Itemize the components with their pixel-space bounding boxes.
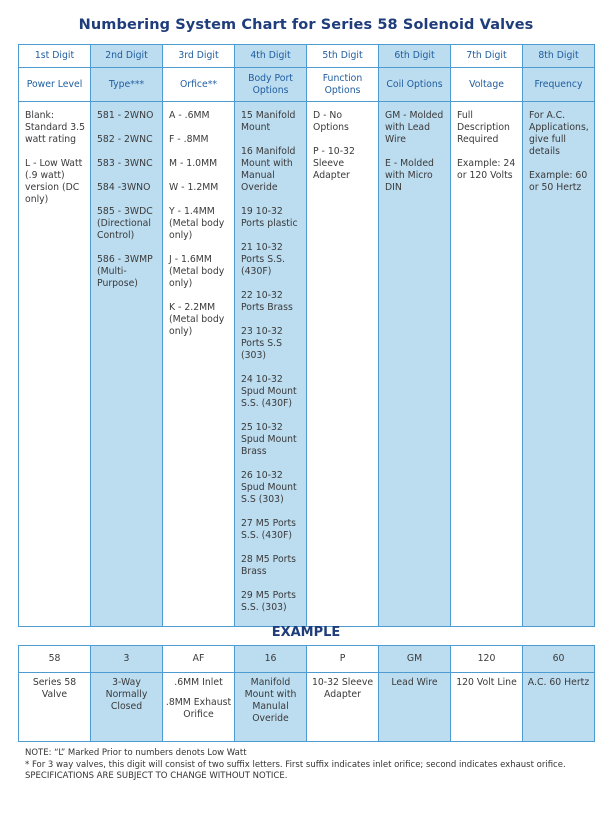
digit-header-1: 1st Digit [18,44,91,68]
option-item: D - No Options [313,110,349,133]
column-label-3: Orfice** [162,67,235,102]
example-desc-8: A.C. 60 Hertz [522,672,595,742]
label-row: Power Level Type*** Orfice** Body Port O… [18,67,595,102]
option-item: Example: 60 or 50 Hertz [529,170,588,193]
option-item: 584 -3WNO [97,182,151,193]
example-title: EXAMPLE [271,625,341,640]
digit-header-3: 3rd Digit [162,44,235,68]
option-item: 19 10-32 Ports plastic [241,206,298,229]
note-low-watt: NOTE: “L” Marked Prior to numbers denots… [25,748,247,758]
option-item: 16 Manifold Mount with Manual Overide [241,146,296,193]
example-desc-1: Series 58 Valve [18,672,91,742]
option-item: K - 2.2MM (Metal body only) [169,302,225,337]
example-description-line: A.C. 60 Hertz [527,677,590,688]
option-item: F - .8MM [169,134,209,145]
option-item: Y - 1.4MM (Metal body only) [169,206,225,241]
options-cell-1: Blank: Standard 3.5 watt rating L - Low W… [18,101,91,627]
digit-header-4: 4th Digit [234,44,307,68]
example-desc-4: Manifold Mount with Manulal Overide [234,672,307,742]
example-desc-5: 10-32 Sleeve Adapter [306,672,379,742]
options-cell-8: For A.C. Applications, give full details… [522,101,595,627]
option-item: 29 M5 Ports S.S. (303) [241,590,296,613]
option-item: 26 10-32 Spud Mount S.S (303) [241,470,297,505]
options-cell-4: 15 Manifold Mount 16 Manifold Mount with … [234,101,307,627]
option-item: 585 - 3WDC (Directional Control) [97,206,153,241]
option-item: W - 1.2MM [169,182,219,193]
digit-row: 1st Digit 2nd Digit 3rd Digit 4th Digit … [18,44,595,68]
example-description-line: 3-Way Normally Closed [105,677,148,712]
example-code-2: 3 [90,645,163,673]
option-item: 582 - 2WNC [97,134,153,145]
option-item: 23 10-32 Ports S.S (303) [241,326,283,361]
example-description-line: .6MM Inlet [174,677,223,688]
example-code-3: AF [162,645,235,673]
digit-header-6: 6th Digit [378,44,451,68]
options-row: Blank: Standard 3.5 watt rating L - Low W… [18,101,595,627]
note-specifications: SPECIFICATIONS ARE SUBJECT TO CHANGE WIT… [25,771,288,781]
option-item: 581 - 2WNO [97,110,154,121]
numbering-chart: 1st Digit 2nd Digit 3rd Digit 4th Digit … [18,44,595,627]
digit-header-2: 2nd Digit [90,44,163,68]
example-description-line: Manifold Mount with Manulal Overide [244,677,297,724]
option-item: E - Molded with Micro DIN [385,158,434,193]
example-desc-6: Lead Wire [378,672,451,742]
example-desc-7: 120 Volt Line [450,672,523,742]
options-cell-3: A - .6MM F - .8MM M - 1.0MM W - 1.2MM Y - 1.… [162,101,235,627]
option-item: 25 10-32 Spud Mount Brass [241,422,297,457]
column-label-7: Voltage [450,67,523,102]
options-cell-2: 581 - 2WNO 582 - 2WNC 583 - 3WNC 584 -3WNO 5… [90,101,163,627]
note-three-way: * For 3 way valves, this digit will cons… [25,759,566,770]
digit-header-5: 5th Digit [306,44,379,68]
column-label-5: Function Options [306,67,379,102]
column-label-8: Frequency [522,67,595,102]
example-code-8: 60 [522,645,595,673]
option-item: For A.C. Applications, give full details [529,110,589,157]
option-item: 22 10-32 Ports Brass [241,290,293,313]
column-label-4: Body Port Options [234,67,307,102]
example-description-line: Lead Wire [391,677,438,688]
example-desc-2: 3-Way Normally Closed [90,672,163,742]
option-item: A - .6MM [169,110,210,121]
options-cell-5: D - No Options P - 10-32 Sleeve Adapter [306,101,379,627]
option-item: Example: 24 or 120 Volts [457,158,516,181]
option-item: 27 M5 Ports S.S. (430F) [241,518,296,541]
example-description-line: .8MM Exhaust Orifice [165,697,232,720]
digit-header-7: 7th Digit [450,44,523,68]
digit-header-8: 8th Digit [522,44,595,68]
options-cell-6: GM - Molded with Lead Wire E - Molded wit… [378,101,451,627]
example-table: 58 3 AF 16 P GM 120 60 Series 58 Valve 3… [18,645,595,742]
option-item: M - 1.0MM [169,158,218,169]
option-item: 15 Manifold Mount [241,110,296,133]
column-label-1: Power Level [18,67,91,102]
example-code-6: GM [378,645,451,673]
example-description-line: 10-32 Sleeve Adapter [311,677,374,700]
example-description-line: Series 58 Valve [32,677,77,700]
option-item: GM - Molded with Lead Wire [385,110,444,145]
example-code-4: 16 [234,645,307,673]
example-code-1: 58 [18,645,91,673]
chart-title: Numbering System Chart for Series 58 Sol… [78,17,534,33]
option-item: P - 10-32 Sleeve Adapter [313,146,355,181]
footnotes: NOTE: “L” Marked Prior to numbers denots… [25,748,605,783]
options-cell-7: Full Description Required Example: 24 or … [450,101,523,627]
example-code-7: 120 [450,645,523,673]
column-label-2: Type*** [90,67,163,102]
option-item: J - 1.6MM (Metal body only) [169,254,225,289]
option-item: 583 - 3WNC [97,158,153,169]
example-desc-3: .6MM Inlet .8MM Exhaust Orifice [162,672,235,742]
example-code-row: 58 3 AF 16 P GM 120 60 [18,645,595,673]
option-item: L - Low Watt (.9 watt) version (DC only) [25,158,83,205]
example-code-5: P [306,645,379,673]
option-item: Full Description Required [457,110,510,145]
option-item: 586 - 3WMP (Multi-Purpose) [97,254,153,289]
example-description-row: Series 58 Valve 3-Way Normally Closed .6… [18,672,595,742]
option-item: 24 10-32 Spud Mount S.S. (430F) [241,374,297,409]
option-item: 21 10-32 Ports S.S. (430F) [241,242,285,277]
option-item: Blank: Standard 3.5 watt rating [25,110,86,145]
column-label-6: Coil Options [378,67,451,102]
example-description-line: 120 Volt Line [456,677,517,688]
option-item: 28 M5 Ports Brass [241,554,296,577]
